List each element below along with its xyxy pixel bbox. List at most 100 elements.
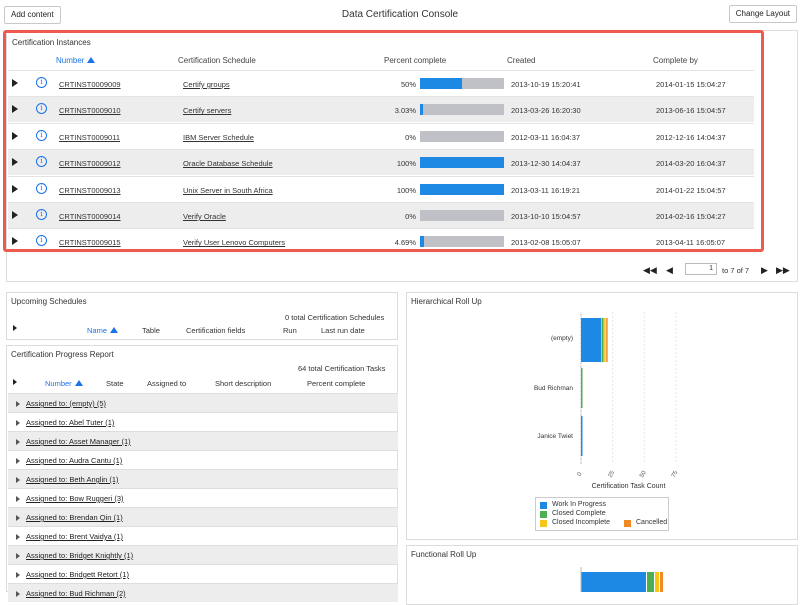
expand-group-icon[interactable] bbox=[16, 439, 20, 445]
column-header-name[interactable]: Name bbox=[87, 326, 119, 335]
expand-row-icon[interactable] bbox=[12, 211, 18, 219]
list-item[interactable]: Assigned to: Brent Vaidya (1) bbox=[8, 526, 398, 545]
bar-segment[interactable] bbox=[655, 572, 659, 592]
add-content-button[interactable]: Add content bbox=[4, 6, 61, 24]
schedule-link[interactable]: Unix Server in South Africa bbox=[183, 185, 273, 195]
group-link[interactable]: Assigned to: Brendan Qin (1) bbox=[26, 513, 123, 522]
group-link[interactable]: Assigned to: Brent Vaidya (1) bbox=[26, 532, 123, 541]
expand-row-icon[interactable] bbox=[12, 105, 18, 114]
group-link[interactable]: Assigned to: Bud Richman (2) bbox=[26, 589, 126, 598]
expand-group-icon[interactable] bbox=[16, 534, 20, 540]
table-row[interactable]: i CRTINST0009010 Certify servers 3.03% 2013-… bbox=[8, 96, 754, 123]
info-icon[interactable]: i bbox=[36, 129, 47, 141]
list-item[interactable]: Assigned to: Bridget Knightly (1) bbox=[8, 545, 398, 564]
info-icon[interactable]: i bbox=[36, 182, 47, 194]
bar-segment[interactable] bbox=[601, 318, 604, 362]
instance-number-link[interactable]: CRTINST0009014 bbox=[59, 212, 121, 221]
instance-number-link[interactable]: CRTINST0009011 bbox=[59, 132, 121, 142]
column-header-complete-by[interactable]: Complete by bbox=[653, 56, 698, 65]
expand-group-icon[interactable] bbox=[16, 420, 20, 426]
expand-group-icon[interactable] bbox=[16, 553, 20, 559]
bar-segment[interactable] bbox=[604, 318, 606, 362]
table-row[interactable]: i CRTINST0009009 Certify groups 50% 2013-10-… bbox=[8, 70, 754, 96]
list-item[interactable]: Assigned to: Bridgett Retort (1) bbox=[8, 564, 398, 583]
column-header-run[interactable]: Run bbox=[283, 326, 297, 335]
expand-group-icon[interactable] bbox=[16, 496, 20, 502]
table-row[interactable]: i CRTINST0009011 IBM Server Schedule 0% 2012… bbox=[8, 122, 754, 149]
bar-segment[interactable] bbox=[581, 318, 602, 362]
bar-segment[interactable] bbox=[660, 572, 663, 592]
column-header-percent[interactable]: Percent complete bbox=[384, 56, 447, 65]
column-header-number[interactable]: Number bbox=[56, 56, 96, 65]
bar-segment[interactable] bbox=[581, 416, 583, 456]
list-item[interactable]: Assigned to: Bud Richman (2) bbox=[8, 583, 398, 602]
expand-row-icon[interactable] bbox=[12, 158, 18, 167]
info-icon[interactable]: i bbox=[36, 77, 47, 88]
schedule-link[interactable]: Oracle Database Schedule bbox=[183, 159, 273, 169]
info-icon[interactable]: i bbox=[36, 209, 47, 220]
group-link[interactable]: Assigned to: Audra Cantu (1) bbox=[26, 456, 123, 465]
list-item[interactable]: Assigned to: Asset Manager (1) bbox=[8, 431, 398, 450]
column-header-state[interactable]: State bbox=[106, 379, 124, 388]
schedule-link[interactable]: Verify Oracle bbox=[183, 212, 226, 221]
expand-row-icon[interactable] bbox=[12, 79, 18, 87]
instance-number-link[interactable]: CRTINST0009015 bbox=[59, 238, 121, 248]
group-link[interactable]: Assigned to: Asset Manager (1) bbox=[26, 437, 131, 446]
info-icon[interactable]: i bbox=[36, 235, 47, 247]
column-header-short-description[interactable]: Short description bbox=[215, 379, 272, 388]
schedule-link[interactable]: Certify servers bbox=[183, 106, 232, 116]
first-page-icon[interactable]: ◀◀ bbox=[643, 265, 657, 275]
expand-group-icon[interactable] bbox=[16, 572, 20, 578]
expand-group-icon[interactable] bbox=[16, 477, 20, 483]
expand-group-icon[interactable] bbox=[16, 515, 20, 521]
group-link[interactable]: Assigned to: (empty) (5) bbox=[26, 399, 107, 408]
list-item[interactable]: Assigned to: Abel Tuter (1) bbox=[8, 412, 398, 431]
column-header-table[interactable]: Table bbox=[142, 326, 160, 335]
column-header-created[interactable]: Created bbox=[507, 56, 536, 65]
expand-row-icon[interactable] bbox=[12, 237, 18, 246]
expand-group-icon[interactable] bbox=[16, 401, 20, 407]
bar-segment[interactable] bbox=[606, 318, 608, 362]
group-link[interactable]: Assigned to: Beth Anglin (1) bbox=[26, 475, 119, 484]
list-item[interactable]: Assigned to: Beth Anglin (1) bbox=[8, 469, 398, 488]
table-row[interactable]: i CRTINST0009013 Unix Server in South Afri… bbox=[8, 175, 754, 202]
schedule-link[interactable]: IBM Server Schedule bbox=[183, 132, 254, 142]
group-link[interactable]: Assigned to: Bridget Knightly (1) bbox=[26, 551, 134, 560]
group-link[interactable]: Assigned to: Bridgett Retort (1) bbox=[26, 570, 129, 579]
bar-segment[interactable] bbox=[581, 572, 646, 592]
page-number-input[interactable]: 1 bbox=[685, 263, 717, 275]
expand-group-icon[interactable] bbox=[16, 458, 20, 464]
list-item[interactable]: Assigned to: Audra Cantu (1) bbox=[8, 450, 398, 469]
expand-row-icon[interactable] bbox=[12, 131, 18, 140]
info-icon[interactable]: i bbox=[36, 156, 47, 168]
column-header-percent[interactable]: Percent complete bbox=[307, 379, 366, 388]
bar-segment[interactable] bbox=[581, 368, 583, 408]
previous-page-icon[interactable]: ◀ bbox=[666, 265, 673, 275]
column-header-fields[interactable]: Certification fields bbox=[186, 326, 246, 335]
info-icon[interactable]: i bbox=[36, 103, 47, 115]
last-page-icon[interactable]: ▶▶ bbox=[776, 265, 790, 275]
instance-number-link[interactable]: CRTINST0009012 bbox=[59, 159, 121, 169]
group-link[interactable]: Assigned to: Bow Ruggeri (3) bbox=[26, 494, 124, 503]
instance-number-link[interactable]: CRTINST0009013 bbox=[59, 185, 121, 195]
bar-segment[interactable] bbox=[647, 572, 654, 592]
column-header-schedule[interactable]: Certification Schedule bbox=[178, 56, 256, 65]
expand-icon[interactable] bbox=[13, 325, 17, 331]
expand-row-icon[interactable] bbox=[12, 184, 18, 193]
table-row[interactable]: i CRTINST0009014 Verify Oracle 0% 2013-10-10… bbox=[8, 202, 754, 228]
list-item[interactable]: Assigned to: Brendan Qin (1) bbox=[8, 507, 398, 526]
column-header-last-run[interactable]: Last run date bbox=[321, 326, 365, 335]
instance-number-link[interactable]: CRTINST0009010 bbox=[59, 106, 121, 116]
list-item[interactable]: Assigned to: Bow Ruggeri (3) bbox=[8, 488, 398, 507]
table-row[interactable]: i CRTINST0009015 Verify User Lenovo Comput… bbox=[8, 228, 754, 254]
schedule-link[interactable]: Verify User Lenovo Computers bbox=[183, 238, 286, 248]
change-layout-button[interactable]: Change Layout bbox=[728, 5, 797, 23]
column-header-number[interactable]: Number bbox=[45, 379, 83, 388]
list-item[interactable]: Assigned to: (empty) (5) bbox=[8, 393, 398, 412]
group-link[interactable]: Assigned to: Abel Tuter (1) bbox=[26, 418, 115, 427]
instance-number-link[interactable]: CRTINST0009009 bbox=[59, 80, 121, 89]
next-page-icon[interactable]: ▶ bbox=[761, 265, 768, 275]
table-row[interactable]: i CRTINST0009012 Oracle Database Schedule 1… bbox=[8, 149, 754, 176]
schedule-link[interactable]: Certify groups bbox=[183, 80, 230, 89]
expand-icon[interactable] bbox=[13, 379, 17, 385]
